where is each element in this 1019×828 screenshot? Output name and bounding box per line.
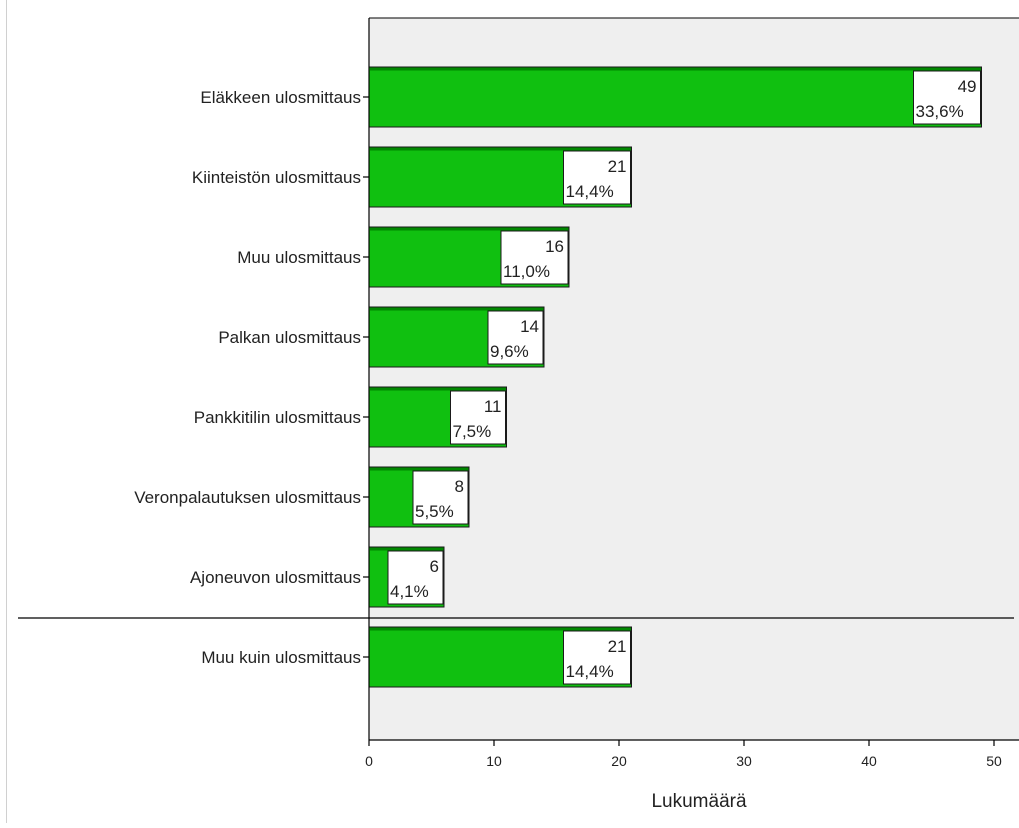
- x-tick-label: 40: [861, 753, 877, 769]
- data-label-box: [450, 390, 506, 445]
- bar-top-edge: [370, 627, 631, 631]
- data-label-percent: 4,1%: [390, 582, 429, 601]
- data-label-box: [387, 550, 444, 605]
- bar: [368, 66, 982, 128]
- data-label-percent: 14,4%: [566, 182, 614, 201]
- data-label-box: [563, 630, 631, 685]
- data-label-percent: 5,5%: [415, 502, 454, 521]
- bar-top-edge: [370, 547, 444, 551]
- plot-area: [369, 18, 1019, 740]
- bar-top-edge: [370, 387, 506, 391]
- data-label-count: 16: [545, 237, 564, 256]
- data-label-box: [500, 230, 569, 285]
- x-axis: 0 10 20 30 40 50: [365, 740, 1002, 769]
- x-tick-label: 50: [986, 753, 1002, 769]
- data-label-box: [412, 470, 469, 525]
- bar-top-edge: [370, 307, 544, 311]
- y-tick-label: Palkan ulosmittaus: [218, 328, 361, 347]
- data-label-box: [487, 310, 544, 365]
- y-tick-label: Kiinteistön ulosmittaus: [192, 168, 361, 187]
- data-label-box: [563, 150, 631, 205]
- data-label-count: 21: [608, 157, 627, 176]
- bar-top-edge: [370, 227, 569, 231]
- data-label-box: [913, 70, 981, 125]
- y-tick-label: Ajoneuvon ulosmittaus: [190, 568, 361, 587]
- data-label-count: 21: [608, 637, 627, 656]
- x-axis-title: Lukumäärä: [651, 791, 746, 812]
- y-tick-label: Pankkitilin ulosmittaus: [194, 408, 361, 427]
- data-label-percent: 7,5%: [453, 422, 492, 441]
- data-label-count: 6: [430, 557, 439, 576]
- bar-top-edge: [370, 67, 981, 71]
- bar-top-edge: [370, 467, 469, 471]
- x-tick-label: 20: [611, 753, 627, 769]
- data-label-percent: 9,6%: [490, 342, 529, 361]
- data-label-percent: 33,6%: [916, 102, 964, 121]
- bar-top-edge: [370, 147, 631, 151]
- data-label-count: 11: [484, 397, 502, 416]
- x-tick-label: 30: [736, 753, 752, 769]
- y-tick-label: Veronpalautuksen ulosmittaus: [134, 488, 361, 507]
- bars-layer: 49 33,6% Eläkkeen ulosmittaus 21 14,4% Kiinte…: [134, 66, 982, 688]
- figure-border-left: [6, 0, 7, 823]
- data-label-count: 8: [455, 477, 464, 496]
- data-label-percent: 14,4%: [566, 662, 614, 681]
- x-tick-label: 0: [365, 753, 373, 769]
- data-label-percent: 11,0%: [503, 262, 550, 281]
- data-label-count: 14: [520, 317, 539, 336]
- data-label-count: 49: [958, 77, 977, 96]
- y-tick-label: Eläkkeen ulosmittaus: [200, 88, 361, 107]
- y-tick-label: Muu ulosmittaus: [237, 248, 361, 267]
- x-tick-label: 10: [486, 753, 502, 769]
- y-tick-label: Muu kuin ulosmittaus: [201, 648, 361, 667]
